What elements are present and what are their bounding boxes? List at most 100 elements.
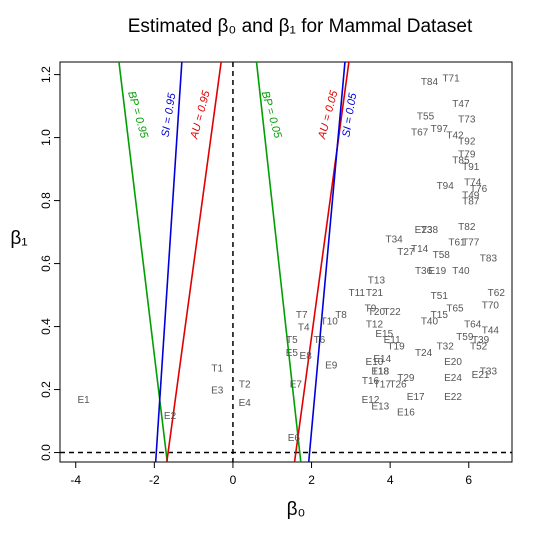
data-point-label: T36: [415, 266, 433, 277]
data-point-label: T83: [480, 253, 498, 264]
data-point-label: E20: [444, 357, 462, 368]
data-point-label: T67: [411, 127, 429, 138]
data-point-label: T29: [397, 373, 415, 384]
data-point-label: T17: [374, 379, 392, 390]
boundary-line-label: AU = 0.05: [316, 89, 341, 141]
plot-area: [59, 61, 513, 463]
data-point-label: T49: [462, 190, 480, 201]
data-point-label: T12: [366, 319, 384, 330]
data-point-label: E7: [290, 379, 303, 390]
data-point-label: T55: [417, 112, 435, 123]
y-tick-label: 0.0: [39, 444, 53, 461]
data-point-label: T59: [456, 332, 474, 343]
y-tick-label: 1.0: [39, 129, 53, 146]
data-point-label: T76: [470, 184, 488, 195]
x-axis-label: β₀: [287, 499, 306, 520]
boundary-line-au: [293, 62, 350, 462]
data-point-label: T52: [470, 341, 488, 352]
data-point-label: E16: [397, 408, 415, 419]
data-point-label: T33: [480, 367, 498, 378]
data-point-label: T2: [239, 379, 251, 390]
data-point-label: T51: [431, 291, 449, 302]
boundary-line-bp: [255, 62, 302, 462]
plot-frame: [59, 61, 513, 463]
y-tick-label: 1.2: [39, 66, 53, 83]
data-point-label: E17: [407, 392, 425, 403]
data-point-label: T39: [472, 335, 490, 346]
data-point-label: E23: [415, 225, 433, 236]
data-point-label: T92: [458, 137, 476, 148]
data-point-label: E21: [472, 370, 490, 381]
data-point-label: T64: [464, 319, 482, 330]
data-point-label: T14: [411, 244, 429, 255]
data-point-label: T24: [415, 348, 433, 359]
data-point-label: T97: [431, 124, 449, 135]
data-point-label: T10: [321, 316, 339, 327]
data-point-label: T27: [397, 247, 415, 258]
x-tick-label: 2: [308, 473, 315, 487]
data-point-label: T18: [372, 367, 390, 378]
axis-ticks: -4 -2 0 2 4 6 0.0 0.2 0.4 0.6 0.8 1.0 1.2: [39, 66, 472, 487]
data-point-label: T9: [365, 304, 377, 315]
data-point-label: E1: [77, 395, 90, 406]
boundary-line-si: [154, 62, 183, 462]
boundary-line-si: [307, 62, 346, 462]
data-point-label: T85: [452, 156, 470, 167]
data-point-label: E6: [288, 433, 301, 444]
data-point-label: E18: [371, 367, 389, 378]
data-point-label: E8: [300, 351, 313, 362]
data-point-label: T94: [437, 181, 455, 192]
boundary-line-bp: [118, 62, 169, 462]
y-tick-label: 0.4: [39, 318, 53, 335]
reference-lines: [60, 62, 512, 462]
data-point-label: T6: [314, 335, 326, 346]
data-point-label: E3: [211, 386, 224, 397]
data-point-label: T61: [448, 238, 466, 249]
data-point-label: T84: [421, 77, 439, 88]
data-point-label: T91: [462, 162, 480, 173]
data-point-label: E19: [428, 266, 446, 277]
data-point-label: T40: [452, 266, 470, 277]
data-point-label: T32: [437, 341, 455, 352]
data-point-label: E13: [371, 401, 389, 412]
data-point-label: T26: [389, 379, 407, 390]
data-point-label: T11: [348, 288, 365, 299]
data-point-label: T8: [335, 310, 347, 321]
chart-title: Estimated β₀ and β₁ for Mammal Dataset: [128, 16, 473, 37]
x-tick-label: -4: [70, 473, 81, 487]
data-point-label: T19: [387, 341, 405, 352]
data-point-label: T22: [384, 307, 402, 318]
data-point-label: T20: [368, 307, 386, 318]
data-point-label: T1: [211, 364, 223, 375]
data-point-label: E9: [325, 360, 338, 371]
y-tick-label: 0.6: [39, 255, 53, 272]
data-point-label: T21: [366, 288, 384, 299]
data-point-label: T82: [458, 222, 476, 233]
data-point-label: T4: [298, 323, 310, 334]
data-point-label: T34: [385, 234, 403, 245]
data-point-label: E22: [444, 392, 462, 403]
data-point-label: E24: [444, 373, 462, 384]
data-point-label: T73: [458, 115, 476, 126]
data-point-label: T77: [462, 238, 480, 249]
data-point-label: E12: [362, 395, 380, 406]
data-point-label: T5: [286, 335, 298, 346]
x-tick-label: 6: [465, 473, 472, 487]
data-point-label: T74: [464, 178, 482, 189]
data-point-label: E15: [375, 329, 393, 340]
data-point-label: T13: [368, 275, 386, 286]
data-point-label: E4: [239, 398, 252, 409]
x-tick-label: 0: [230, 473, 237, 487]
data-point-label: T40: [421, 316, 439, 327]
data-point-label: T7: [296, 310, 308, 321]
data-point-label: T44: [482, 326, 500, 337]
data-point-label: E5: [286, 348, 299, 359]
data-point-label: T58: [433, 250, 451, 261]
boundary-line-label: BP = 0.95: [125, 90, 150, 140]
boundary-line-au: [166, 62, 222, 462]
x-tick-label: -2: [149, 473, 160, 487]
data-point-label: T62: [488, 288, 506, 299]
